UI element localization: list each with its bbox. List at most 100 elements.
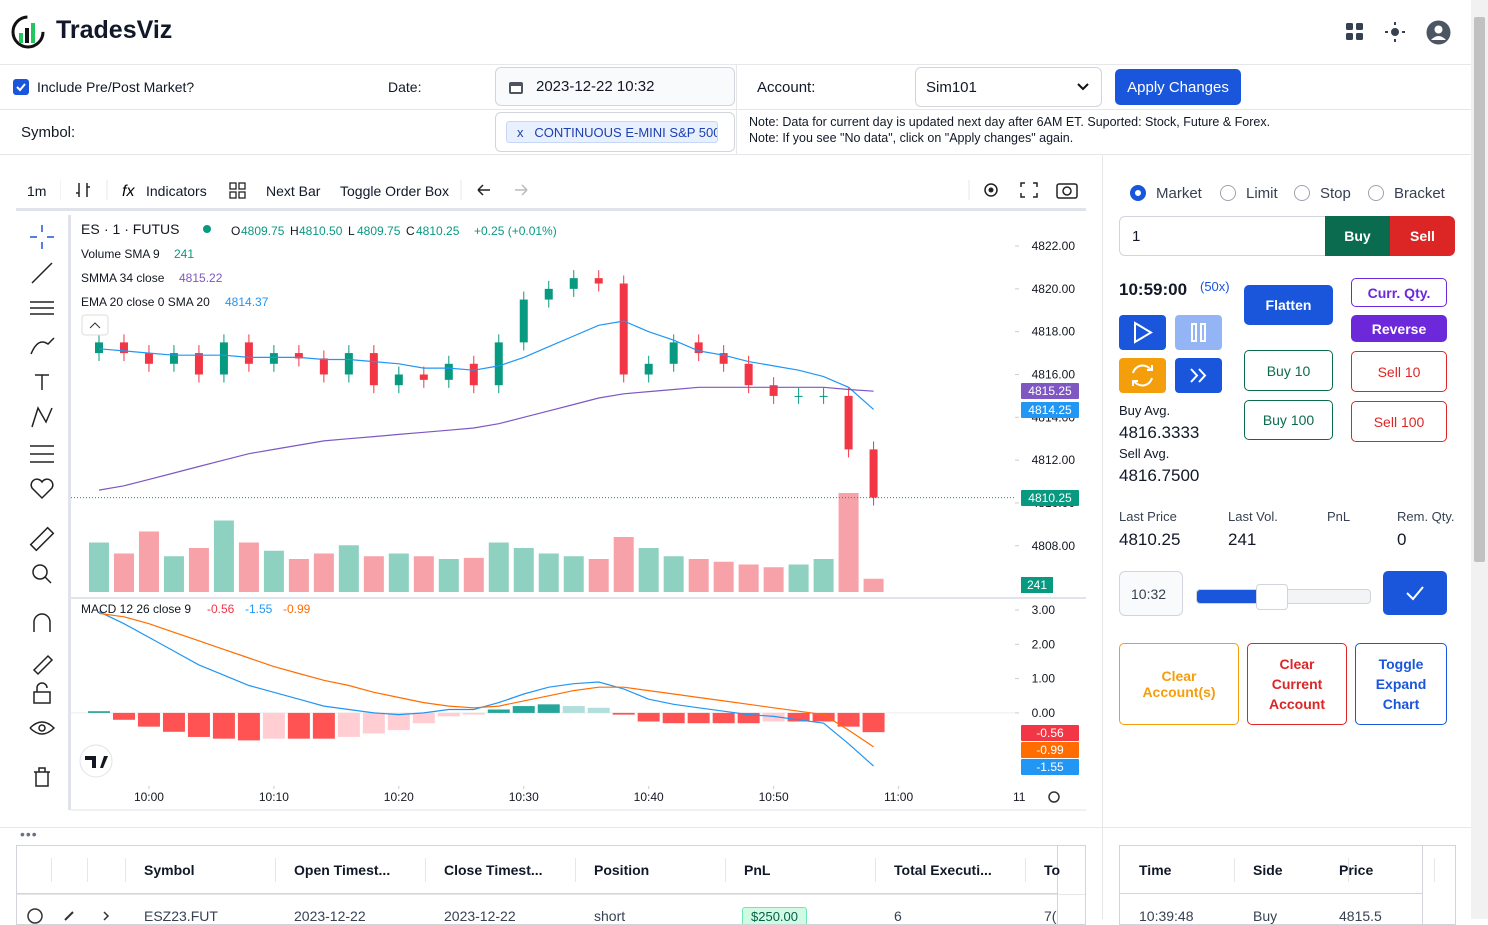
scroll-thumb[interactable] — [1474, 17, 1485, 562]
buy-button[interactable]: Buy — [1325, 216, 1390, 256]
drag-handle[interactable]: ••• — [20, 826, 38, 842]
collapse-button[interactable] — [81, 314, 109, 336]
macd-hist — [337, 712, 360, 737]
order-type-radio[interactable] — [1368, 185, 1384, 201]
next-bar-button[interactable]: Next Bar — [266, 183, 321, 199]
symbol-select[interactable]: x CONTINUOUS E-MINI S&P 500 — [495, 112, 735, 152]
sell10-button[interactable]: Sell 10 — [1351, 351, 1447, 392]
account-select[interactable]: Sim101 — [915, 67, 1102, 107]
divider — [575, 858, 576, 882]
slider-thumb[interactable] — [1256, 584, 1288, 610]
volume-bar — [838, 493, 859, 592]
macd-hist — [687, 712, 710, 724]
sell-button[interactable]: Sell — [1390, 216, 1455, 256]
macd-hist — [737, 712, 760, 724]
fast-forward-button[interactable] — [1175, 358, 1222, 393]
volume-bar — [113, 553, 134, 592]
order-type-label[interactable]: Limit — [1246, 185, 1278, 202]
candle-body — [769, 385, 778, 396]
flatten-button[interactable]: Flatten — [1244, 285, 1333, 325]
candle-body — [744, 363, 753, 386]
badge-text: 4810.25 — [1028, 491, 1072, 505]
candle-body — [244, 342, 253, 364]
toggle-order-box-button[interactable]: Toggle Order Box — [340, 183, 449, 199]
qty-input[interactable]: 1 — [1119, 216, 1326, 256]
date-input[interactable]: 2023-12-22 10:32 — [495, 67, 735, 106]
macd-hist — [787, 712, 810, 722]
scrollbar — [1471, 0, 1488, 919]
toolbar-icons: fx — [60, 180, 528, 200]
volume-bar — [638, 548, 659, 592]
badge-text: 4814.25 — [1028, 403, 1072, 417]
y-tick-label: 4812.00 — [1032, 453, 1076, 467]
y-tick-label: 4808.00 — [1032, 539, 1076, 553]
settings-icon[interactable] — [1048, 791, 1060, 803]
ohlc-label: L — [348, 224, 355, 238]
apps-icon[interactable] — [1345, 22, 1365, 42]
checkbox[interactable] — [13, 79, 29, 95]
stat-label: PnL — [1327, 509, 1351, 524]
ohlc-label: O — [231, 224, 240, 238]
signal-line — [98, 612, 874, 748]
apply-button[interactable]: Apply Changes — [1115, 69, 1241, 105]
candle-body — [594, 278, 603, 284]
table-cell: 6 — [894, 908, 902, 924]
divider — [17, 894, 1085, 895]
chip-remove[interactable]: x — [517, 125, 524, 140]
confirm-button[interactable] — [1383, 571, 1447, 615]
theme-icon[interactable] — [1385, 22, 1405, 42]
candle-body — [569, 278, 578, 289]
volume-bar — [288, 559, 309, 592]
order-type-label[interactable]: Stop — [1320, 185, 1351, 202]
play-button[interactable] — [1119, 315, 1166, 350]
divider — [1120, 893, 1422, 894]
order-type-label[interactable]: Bracket — [1394, 185, 1445, 202]
macd-hist — [812, 712, 835, 722]
volume-bar — [613, 537, 634, 592]
sell100-button[interactable]: Sell 100 — [1351, 401, 1447, 442]
order-type-radio[interactable] — [1294, 185, 1310, 201]
curr-qty-button[interactable]: Curr. Qty. — [1351, 278, 1447, 307]
pause-button[interactable] — [1175, 315, 1222, 350]
buy100-button[interactable]: Buy 100 — [1244, 400, 1333, 440]
volume-bar — [163, 556, 184, 592]
macd-hist — [662, 712, 685, 724]
price-badge — [1021, 577, 1053, 593]
restart-button[interactable] — [1119, 358, 1166, 393]
stat-value: 4810.25 — [1119, 530, 1181, 549]
volume-bar — [463, 557, 484, 592]
badge-text: -0.56 — [1036, 726, 1064, 740]
reverse-button[interactable]: Reverse — [1351, 315, 1447, 342]
order-type-radio[interactable] — [1220, 185, 1236, 201]
candle-body — [394, 374, 403, 386]
buy-avg: 4816.3333 — [1119, 423, 1200, 442]
avatar[interactable] — [1426, 20, 1451, 45]
clear-current-button[interactable]: Clear Current Account — [1247, 643, 1347, 725]
volume-bar — [238, 542, 259, 592]
clear-accounts-button[interactable]: Clear Account(s) — [1119, 643, 1239, 725]
macd-hist — [462, 712, 485, 715]
x-tick-label: 11 — [1013, 790, 1026, 804]
note: Note: If you see "No data", click on "Ap… — [749, 131, 1074, 145]
interval[interactable]: 1m — [27, 183, 47, 199]
macd-hist — [112, 712, 135, 720]
status-dot — [203, 225, 211, 233]
divider — [725, 858, 726, 882]
order-type-label[interactable]: Market — [1156, 185, 1202, 202]
candle-body — [444, 363, 453, 380]
slider-time: 10:32 — [1119, 571, 1183, 616]
stat-value: 0 — [1397, 530, 1407, 549]
candle-body — [644, 363, 653, 375]
candle-body — [94, 342, 103, 354]
divider — [125, 858, 126, 882]
order-type-radio[interactable] — [1130, 185, 1146, 201]
indicators-button[interactable]: Indicators — [146, 183, 207, 199]
ohlc-value: 4810.25 — [416, 224, 460, 238]
volume-bar — [138, 531, 159, 592]
toggle-expand-button[interactable]: Toggle Expand Chart — [1355, 643, 1447, 725]
buy10-button[interactable]: Buy 10 — [1244, 350, 1333, 391]
candle-body — [294, 353, 303, 359]
table-header: PnL — [744, 862, 771, 878]
